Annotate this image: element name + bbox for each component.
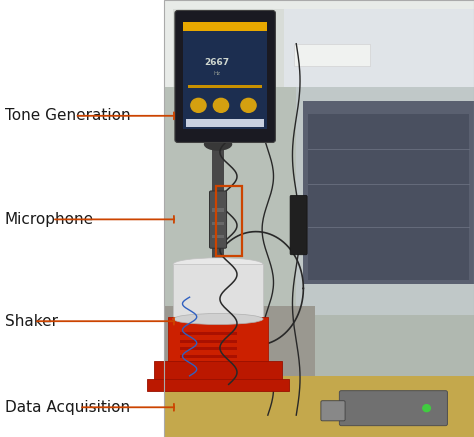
FancyBboxPatch shape: [321, 401, 345, 421]
FancyBboxPatch shape: [230, 48, 268, 66]
FancyBboxPatch shape: [164, 0, 474, 437]
FancyBboxPatch shape: [212, 235, 224, 238]
Text: Tone Generation: Tone Generation: [5, 108, 130, 123]
FancyBboxPatch shape: [175, 10, 275, 142]
FancyBboxPatch shape: [290, 195, 307, 255]
FancyBboxPatch shape: [180, 332, 237, 335]
FancyBboxPatch shape: [188, 85, 262, 88]
Text: Hz: Hz: [213, 71, 220, 76]
FancyBboxPatch shape: [284, 44, 474, 315]
FancyBboxPatch shape: [303, 101, 474, 284]
Text: Data Acquisition: Data Acquisition: [5, 400, 130, 415]
FancyBboxPatch shape: [339, 391, 447, 426]
FancyBboxPatch shape: [183, 22, 267, 129]
FancyBboxPatch shape: [294, 44, 370, 66]
FancyBboxPatch shape: [180, 355, 237, 358]
FancyBboxPatch shape: [180, 340, 237, 343]
FancyBboxPatch shape: [210, 191, 227, 248]
FancyBboxPatch shape: [173, 264, 263, 319]
Ellipse shape: [204, 138, 232, 151]
Ellipse shape: [173, 314, 263, 324]
FancyBboxPatch shape: [164, 376, 474, 437]
Circle shape: [423, 405, 430, 412]
FancyBboxPatch shape: [180, 347, 237, 350]
FancyBboxPatch shape: [212, 114, 224, 376]
FancyBboxPatch shape: [154, 361, 282, 382]
FancyBboxPatch shape: [186, 119, 264, 127]
Text: 2667: 2667: [204, 58, 229, 67]
FancyBboxPatch shape: [284, 9, 474, 87]
FancyBboxPatch shape: [168, 317, 268, 365]
Ellipse shape: [173, 258, 263, 271]
FancyBboxPatch shape: [173, 9, 292, 87]
Text: Microphone: Microphone: [5, 212, 94, 227]
FancyBboxPatch shape: [212, 222, 224, 225]
FancyBboxPatch shape: [164, 306, 315, 376]
Circle shape: [213, 98, 228, 112]
FancyBboxPatch shape: [164, 0, 474, 175]
FancyBboxPatch shape: [182, 48, 220, 66]
FancyBboxPatch shape: [183, 22, 267, 31]
FancyBboxPatch shape: [212, 208, 224, 212]
FancyBboxPatch shape: [147, 379, 289, 391]
FancyBboxPatch shape: [308, 114, 469, 280]
Circle shape: [241, 98, 256, 112]
FancyBboxPatch shape: [164, 87, 296, 315]
Circle shape: [191, 98, 206, 112]
Text: Shaker: Shaker: [5, 314, 58, 329]
